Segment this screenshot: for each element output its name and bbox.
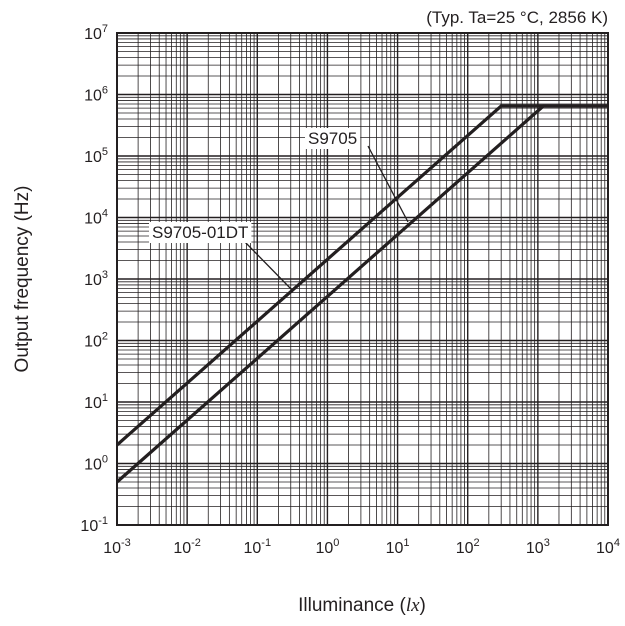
x-tick-labels: 10-3 10-2 10-1 100 101 102 103 104 xyxy=(103,537,620,557)
x-tick-label: 103 xyxy=(526,537,550,557)
tick-base: 10 xyxy=(315,540,333,557)
y-axis-label: Output frequency (Hz) xyxy=(12,186,33,373)
y-tick-label: 101 xyxy=(84,392,108,412)
tick-base: 10 xyxy=(173,540,191,557)
x-tick-label: 100 xyxy=(315,537,339,557)
x-tick-label: 102 xyxy=(456,537,480,557)
annotation-leader-s9705-01dt xyxy=(243,240,294,292)
tick-base: 10 xyxy=(84,395,102,412)
tick-exponent: -1 xyxy=(261,537,271,549)
x-tick-label: 104 xyxy=(596,537,620,557)
tick-exponent: 3 xyxy=(102,269,108,281)
annotation-box-s9705 xyxy=(305,128,361,149)
tick-base: 10 xyxy=(84,26,102,43)
x-axis-label: Illuminance (lx) xyxy=(298,595,426,616)
condition-note: (Typ. Ta=25 °C, 2856 K) xyxy=(426,8,608,27)
annotation-s9705-01dt: S9705-01DT xyxy=(152,223,248,242)
y-tick-label: 104 xyxy=(84,208,108,228)
tick-exponent: 6 xyxy=(102,85,108,97)
y-tick-label: 100 xyxy=(84,454,108,474)
tick-base: 10 xyxy=(84,457,102,474)
tick-base: 10 xyxy=(84,334,102,351)
series-lines xyxy=(115,104,608,484)
tick-base: 10 xyxy=(103,540,121,557)
tick-exponent: -3 xyxy=(121,537,131,549)
tick-exponent: 2 xyxy=(474,537,480,549)
tick-exponent: -1 xyxy=(98,515,108,527)
tick-base: 10 xyxy=(84,88,102,105)
x-tick-label: 101 xyxy=(386,537,410,557)
annotation-leader-s9705 xyxy=(367,145,409,223)
tick-exponent: -2 xyxy=(191,537,201,549)
tick-base: 10 xyxy=(386,540,404,557)
tick-base: 10 xyxy=(596,540,614,557)
x-tick-label: 10-1 xyxy=(243,537,271,557)
tick-exponent: 1 xyxy=(102,392,108,404)
tick-base: 10 xyxy=(84,149,102,166)
plot-frame xyxy=(116,32,609,526)
annotation-box-s9705-01dt xyxy=(149,222,252,243)
y-tick-label: 102 xyxy=(84,331,108,351)
annotation-s9705: S9705 xyxy=(308,129,357,148)
tick-base: 10 xyxy=(80,518,98,535)
tick-exponent: 0 xyxy=(102,454,108,466)
tick-base: 10 xyxy=(456,540,474,557)
tick-exponent: 1 xyxy=(403,537,409,549)
tick-exponent: 7 xyxy=(102,23,108,35)
y-tick-label: 10-1 xyxy=(80,515,108,535)
tick-base: 10 xyxy=(526,540,544,557)
tick-base: 10 xyxy=(84,272,102,289)
annotations: S9705 S9705-01DT xyxy=(149,128,409,292)
tick-exponent: 3 xyxy=(544,537,550,549)
tick-exponent: 5 xyxy=(102,146,108,158)
tick-base: 10 xyxy=(243,540,261,557)
tick-exponent: 4 xyxy=(102,208,108,220)
y-tick-label: 107 xyxy=(84,23,108,43)
tick-base: 10 xyxy=(84,211,102,228)
y-tick-label: 105 xyxy=(84,146,108,166)
x-tick-label: 10-3 xyxy=(103,537,131,557)
series-line-s9705 xyxy=(115,104,608,484)
x-tick-label: 10-2 xyxy=(173,537,201,557)
y-tick-label: 106 xyxy=(84,85,108,105)
tick-exponent: 0 xyxy=(333,537,339,549)
y-tick-label: 103 xyxy=(84,269,108,289)
tick-exponent: 2 xyxy=(102,331,108,343)
tick-exponent: 4 xyxy=(614,537,620,549)
